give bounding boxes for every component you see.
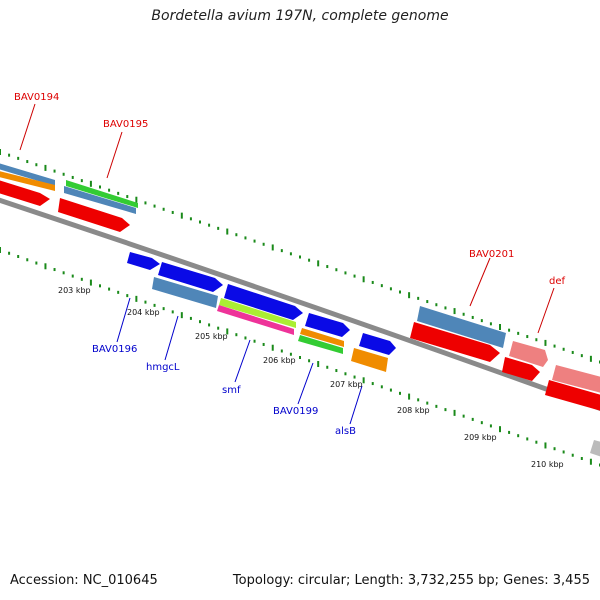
gene-label-smf[interactable]: smf — [222, 385, 241, 396]
gene-arrow[interactable] — [64, 186, 136, 214]
gene-arrow[interactable] — [359, 333, 396, 355]
gene-arrow[interactable] — [58, 198, 130, 232]
gene-arrow[interactable] — [0, 170, 55, 191]
gene-arrow[interactable] — [545, 380, 600, 412]
gene-label-bav0195[interactable]: BAV0195 — [103, 119, 148, 130]
gene-label-bav0199[interactable]: BAV0199 — [273, 406, 318, 417]
gene-arrow[interactable] — [417, 306, 506, 348]
scale-label: 206 kbp — [263, 356, 296, 365]
gene-arrow[interactable] — [300, 328, 344, 347]
gene-arrow[interactable] — [224, 284, 303, 320]
accession-text: Accession: NC_010645 — [10, 573, 158, 588]
gene-features — [0, 162, 600, 458]
gene-arrow[interactable] — [509, 341, 548, 367]
gene-arrow[interactable] — [158, 262, 223, 292]
gene-arrow[interactable] — [298, 335, 343, 354]
gene-arrow[interactable] — [127, 252, 160, 270]
gene-arrow[interactable] — [502, 357, 540, 381]
scale-label: 209 kbp — [464, 433, 497, 442]
scale-label: 208 kbp — [397, 406, 430, 415]
gene-label-hmgcl[interactable]: hmgcL — [146, 362, 180, 373]
scale-label: 204 kbp — [127, 308, 160, 317]
genome-stats-text: Topology: circular; Length: 3,732,255 bp… — [232, 573, 590, 588]
scale-label: 205 kbp — [195, 332, 228, 341]
gene-arrow[interactable] — [66, 180, 138, 208]
gene-label-bav0201[interactable]: BAV0201 — [469, 249, 514, 260]
scale-label: 203 kbp — [58, 286, 91, 295]
scale-label: 210 kbp — [531, 460, 564, 469]
leader-lines-top — [19, 103, 555, 334]
backbone-track — [0, 197, 600, 412]
map-title: Bordetella avium 197N, complete genome — [151, 8, 449, 24]
gene-arrow[interactable] — [0, 179, 50, 206]
gene-label-alsb[interactable]: alsB — [335, 426, 356, 437]
gene-label-bav0194[interactable]: BAV0194 — [14, 92, 59, 103]
gene-arrow[interactable] — [590, 440, 600, 458]
gene-arrow[interactable] — [217, 305, 294, 335]
gene-arrow[interactable] — [0, 162, 55, 186]
tick-marks — [0, 149, 600, 467]
leader-lines-bottom — [116, 297, 363, 425]
gene-arrow[interactable] — [219, 298, 296, 328]
gene-arrow[interactable] — [152, 277, 218, 308]
gene-label-def[interactable]: def — [549, 276, 566, 287]
gene-label-bav0196[interactable]: BAV0196 — [92, 344, 137, 355]
scale-label: 207 kbp — [330, 380, 363, 389]
gene-arrow[interactable] — [305, 313, 350, 337]
gene-arrow[interactable] — [410, 322, 500, 362]
gene-arrow[interactable] — [552, 365, 600, 394]
gene-arrow[interactable] — [351, 348, 388, 372]
